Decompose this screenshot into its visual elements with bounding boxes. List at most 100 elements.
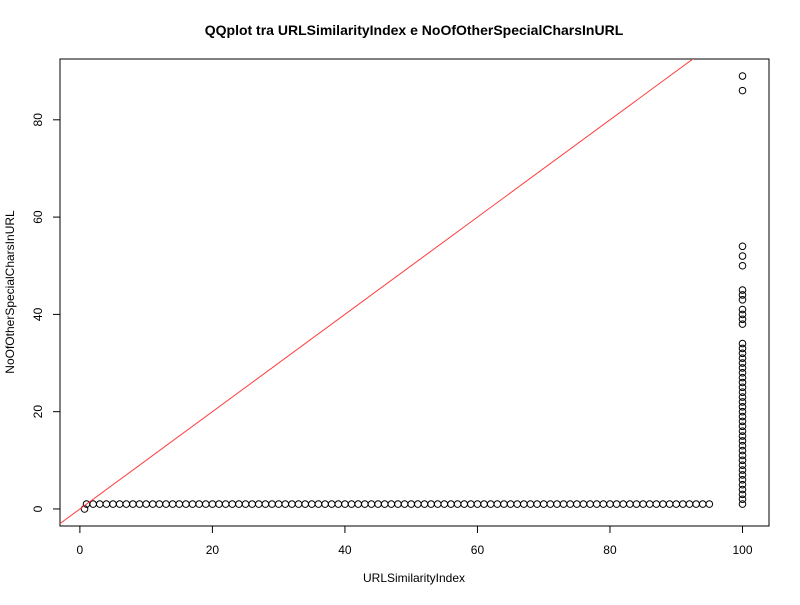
point [387,500,396,508]
point [361,500,369,508]
point [288,500,296,508]
point [738,490,747,499]
point [738,364,747,372]
point [652,500,661,508]
point [632,500,641,508]
point [738,305,747,314]
point [162,500,170,508]
point [526,500,535,508]
point [546,500,555,508]
point [215,500,223,508]
point [195,500,203,508]
point [738,432,747,440]
point [314,500,323,508]
point [440,500,449,508]
plot-frame [59,58,770,527]
point [579,500,588,508]
point [380,500,389,508]
point [513,500,522,508]
point [738,388,747,397]
point [738,451,747,460]
point [738,456,747,465]
point [738,471,747,479]
point [221,500,230,508]
point [155,500,164,508]
point [168,500,177,508]
point [135,500,144,508]
point [738,407,747,416]
y-tick-label: 80 [31,113,45,127]
point [738,252,747,260]
point [738,441,747,450]
points [80,72,747,513]
point [639,500,647,508]
point [738,261,747,270]
point [738,378,747,387]
point [420,500,429,508]
y-tick-label: 60 [31,210,45,224]
point [738,242,747,251]
point [738,295,747,304]
point [685,500,694,508]
point [208,500,217,508]
point [659,500,667,508]
point [235,500,243,508]
point [500,500,508,508]
point [394,500,402,508]
point [738,373,747,382]
point [738,359,747,367]
point [261,500,270,508]
point [122,500,131,508]
point [307,500,316,508]
point [698,500,707,508]
y-axis-label: NoOfOtherSpecialCharsInURL [3,210,17,374]
point [520,500,528,508]
point [334,500,343,508]
point [738,495,747,504]
point [738,310,747,319]
point [738,368,747,377]
point [447,500,455,508]
x-tick-label: 0 [77,543,84,557]
point [738,320,747,328]
point [738,427,747,435]
point [274,500,283,508]
point [374,500,382,508]
reference-line [60,59,694,524]
point [738,398,747,406]
point [692,500,700,508]
point [619,500,628,508]
point [539,500,548,508]
point [592,500,601,508]
point [109,500,117,508]
point [738,417,747,426]
point [115,500,124,508]
point [553,500,561,508]
point [738,72,747,80]
point [612,500,621,508]
point [327,500,336,508]
point [407,500,415,508]
x-tick-label: 40 [338,543,352,557]
point [738,354,747,362]
point [506,500,515,508]
point [321,500,329,508]
x-axis-label: URLSimilarityIndex [363,571,465,585]
x-tick-label: 80 [603,543,617,557]
point [95,500,104,508]
point [453,500,462,508]
point [738,437,747,445]
point [586,500,594,508]
point [341,500,349,508]
point [533,500,541,508]
point [427,500,435,508]
point [738,315,747,324]
point [738,461,747,469]
point [738,422,747,431]
y-tick-label: 20 [31,405,45,419]
point [89,500,97,508]
point [268,500,276,508]
point [473,500,482,508]
point [142,500,150,508]
